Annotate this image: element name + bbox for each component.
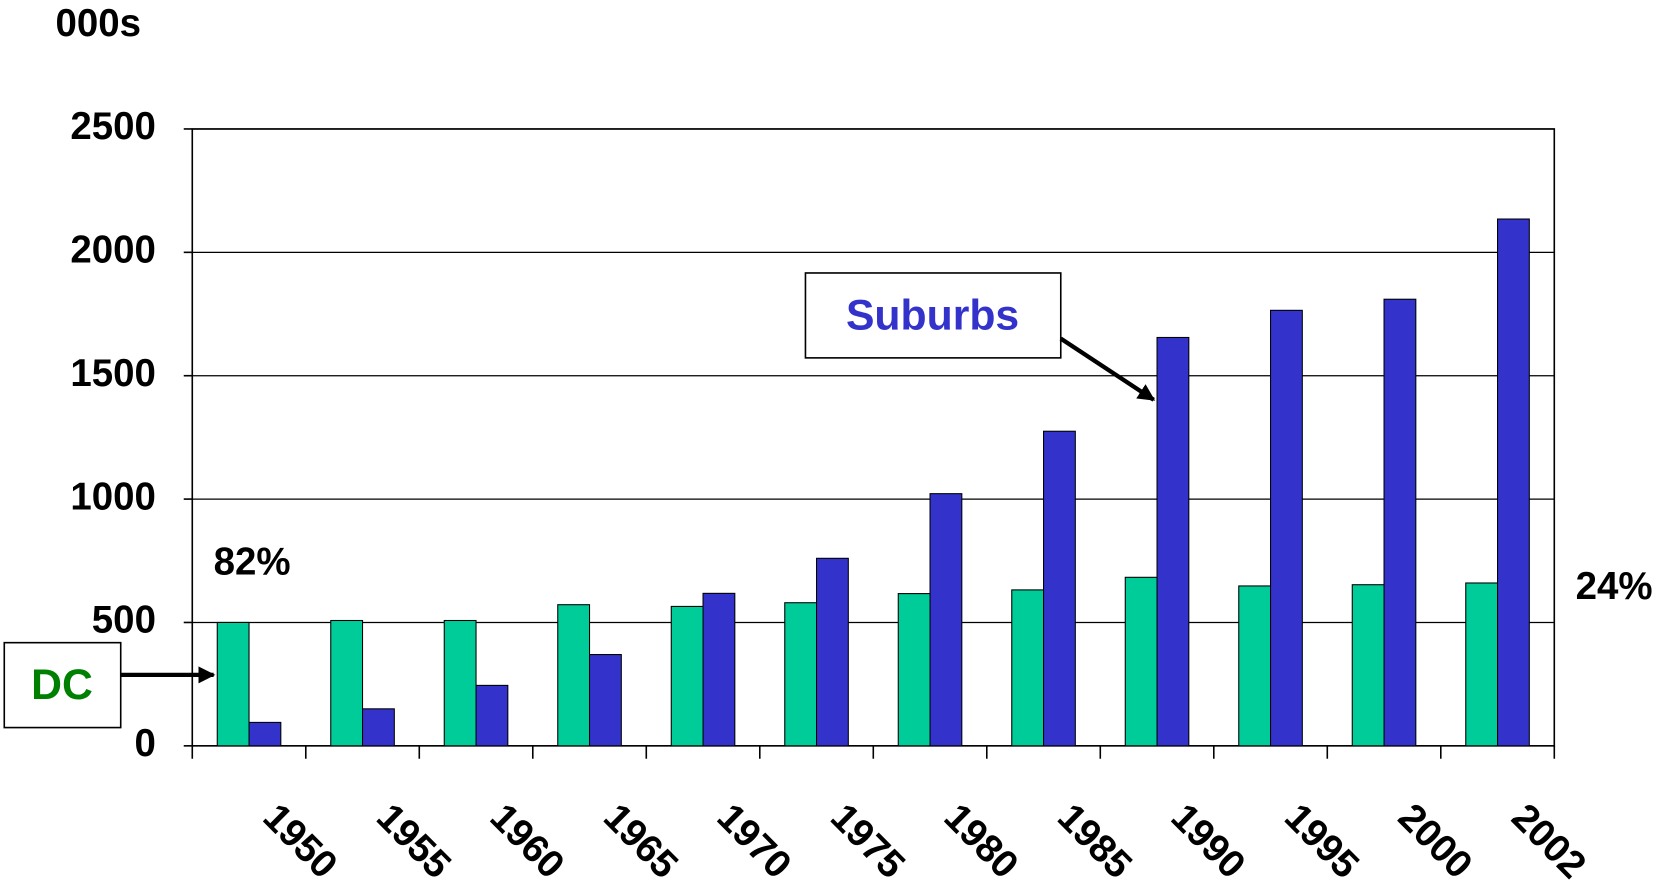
chart-title: 000s <box>56 2 142 45</box>
bar <box>248 721 282 747</box>
x-tick-label: 2002 <box>1503 796 1594 887</box>
bar <box>1497 218 1530 747</box>
bar <box>1238 585 1272 747</box>
x-tick-label: 1955 <box>368 796 459 887</box>
y-tick-label: 2000 <box>70 228 156 271</box>
bar <box>897 593 931 747</box>
plot-frame <box>191 128 1556 747</box>
annotation: 82% <box>214 540 291 583</box>
series-label: DC <box>31 661 93 709</box>
x-tick-label: 1990 <box>1163 796 1254 887</box>
x-tick-label: 1970 <box>709 796 800 887</box>
x-tick-label: 1960 <box>482 796 573 887</box>
x-tick-label: 1995 <box>1276 796 1367 887</box>
bar <box>1011 589 1045 747</box>
x-tick-label: 1980 <box>936 796 1027 887</box>
x-tick-label: 1965 <box>595 796 686 887</box>
bar <box>216 621 250 747</box>
bar <box>443 619 477 747</box>
bar <box>1383 298 1417 747</box>
bar <box>1124 576 1158 747</box>
bar <box>1156 336 1190 747</box>
arrow <box>1059 336 1156 402</box>
bar <box>475 684 509 747</box>
y-tick-label: 2500 <box>70 105 156 148</box>
y-tick-label: 1500 <box>70 352 156 395</box>
bar <box>1043 430 1076 747</box>
label-box <box>3 641 122 729</box>
bar <box>702 592 736 747</box>
bar <box>929 493 963 747</box>
bar <box>589 654 622 747</box>
bar <box>1465 582 1499 747</box>
bar <box>330 619 364 747</box>
y-tick-label: 0 <box>135 722 156 765</box>
y-tick-label: 1000 <box>70 475 156 518</box>
bar <box>1351 584 1385 747</box>
y-tick-label: 500 <box>92 599 156 642</box>
bar <box>361 708 395 747</box>
x-tick-label: 1975 <box>822 796 913 887</box>
x-tick-label: 1950 <box>255 796 346 887</box>
bar <box>784 602 818 747</box>
annotation: 24% <box>1576 565 1653 608</box>
bar <box>557 604 591 747</box>
x-tick-label: 1985 <box>1049 796 1140 887</box>
x-tick-label: 2000 <box>1390 796 1481 887</box>
bar <box>670 605 704 747</box>
bar <box>816 557 849 747</box>
label-box <box>804 272 1062 359</box>
bar <box>1270 309 1303 747</box>
series-label: Suburbs <box>846 291 1019 339</box>
